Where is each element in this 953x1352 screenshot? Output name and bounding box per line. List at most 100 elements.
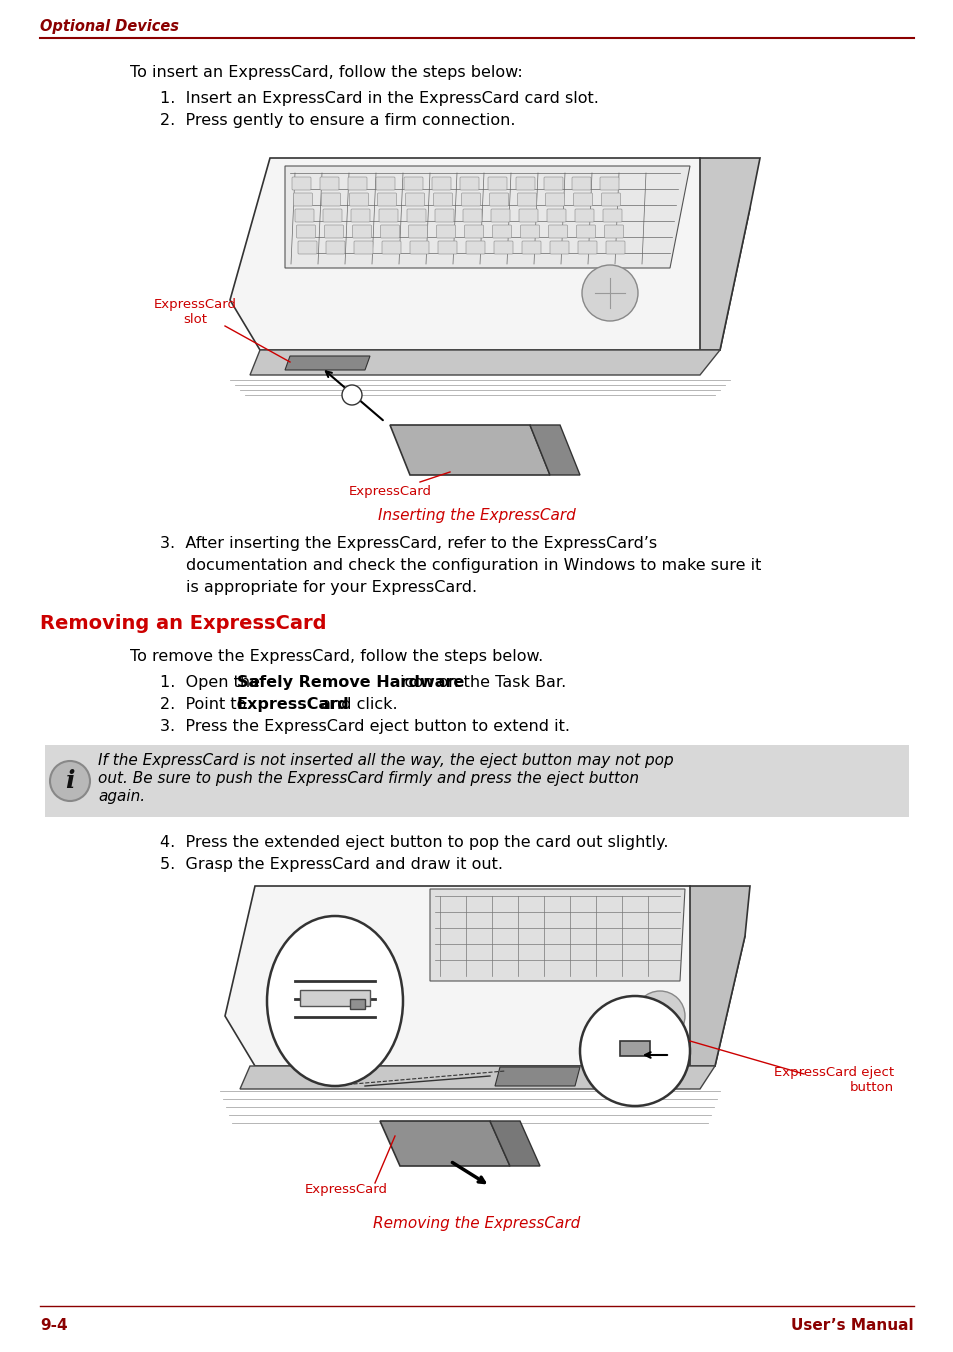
Text: ExpressCard
slot: ExpressCard slot	[153, 297, 236, 326]
Text: ExpressCard: ExpressCard	[236, 698, 349, 713]
FancyBboxPatch shape	[492, 224, 511, 238]
FancyBboxPatch shape	[545, 193, 564, 206]
Text: User’s Manual: User’s Manual	[791, 1317, 913, 1333]
Text: If the ExpressCard is not inserted all the way, the eject button may not pop: If the ExpressCard is not inserted all t…	[98, 753, 673, 768]
Text: and click.: and click.	[315, 698, 397, 713]
FancyBboxPatch shape	[294, 193, 313, 206]
FancyBboxPatch shape	[488, 177, 506, 191]
Text: 2.  Press gently to ensure a firm connection.: 2. Press gently to ensure a firm connect…	[160, 114, 515, 128]
Polygon shape	[230, 158, 749, 350]
FancyBboxPatch shape	[324, 224, 343, 238]
FancyBboxPatch shape	[432, 177, 451, 191]
FancyBboxPatch shape	[576, 224, 595, 238]
FancyBboxPatch shape	[461, 193, 480, 206]
FancyBboxPatch shape	[543, 177, 562, 191]
Text: ExpressCard: ExpressCard	[348, 485, 431, 498]
FancyBboxPatch shape	[464, 224, 483, 238]
FancyBboxPatch shape	[352, 224, 371, 238]
FancyBboxPatch shape	[297, 241, 316, 254]
FancyBboxPatch shape	[599, 177, 618, 191]
FancyBboxPatch shape	[436, 224, 455, 238]
FancyBboxPatch shape	[380, 224, 399, 238]
FancyBboxPatch shape	[494, 241, 513, 254]
FancyBboxPatch shape	[348, 177, 367, 191]
Ellipse shape	[267, 917, 402, 1086]
FancyBboxPatch shape	[350, 999, 365, 1009]
FancyBboxPatch shape	[299, 990, 370, 1006]
Text: 2.  Point to: 2. Point to	[160, 698, 252, 713]
FancyBboxPatch shape	[296, 224, 315, 238]
FancyBboxPatch shape	[462, 210, 481, 222]
FancyBboxPatch shape	[465, 241, 484, 254]
FancyBboxPatch shape	[292, 177, 311, 191]
FancyBboxPatch shape	[407, 210, 426, 222]
Polygon shape	[495, 1067, 579, 1086]
FancyBboxPatch shape	[546, 210, 565, 222]
FancyBboxPatch shape	[354, 241, 373, 254]
Text: 1.  Insert an ExpressCard in the ExpressCard card slot.: 1. Insert an ExpressCard in the ExpressC…	[160, 91, 598, 105]
Polygon shape	[250, 350, 720, 375]
FancyBboxPatch shape	[294, 210, 314, 222]
FancyBboxPatch shape	[321, 193, 340, 206]
FancyBboxPatch shape	[405, 193, 424, 206]
Text: Inserting the ExpressCard: Inserting the ExpressCard	[377, 508, 576, 523]
Polygon shape	[285, 356, 370, 370]
Polygon shape	[390, 425, 550, 475]
FancyBboxPatch shape	[520, 224, 539, 238]
Text: 9-4: 9-4	[40, 1317, 68, 1333]
Text: To remove the ExpressCard, follow the steps below.: To remove the ExpressCard, follow the st…	[130, 649, 542, 664]
Polygon shape	[689, 886, 749, 1065]
FancyBboxPatch shape	[326, 241, 345, 254]
FancyBboxPatch shape	[573, 193, 592, 206]
FancyBboxPatch shape	[517, 193, 536, 206]
Text: ExpressCard: ExpressCard	[305, 1183, 388, 1197]
FancyBboxPatch shape	[459, 177, 478, 191]
FancyBboxPatch shape	[381, 241, 400, 254]
Polygon shape	[700, 158, 760, 350]
FancyBboxPatch shape	[435, 210, 454, 222]
FancyBboxPatch shape	[602, 210, 621, 222]
Text: 3.  Press the ExpressCard eject button to extend it.: 3. Press the ExpressCard eject button to…	[160, 719, 569, 734]
Polygon shape	[490, 1121, 539, 1165]
Circle shape	[581, 265, 638, 320]
FancyBboxPatch shape	[378, 210, 397, 222]
FancyBboxPatch shape	[601, 193, 619, 206]
FancyBboxPatch shape	[45, 745, 908, 817]
Text: i: i	[65, 769, 74, 794]
FancyBboxPatch shape	[521, 241, 540, 254]
Text: is appropriate for your ExpressCard.: is appropriate for your ExpressCard.	[186, 580, 476, 595]
FancyBboxPatch shape	[319, 177, 338, 191]
FancyBboxPatch shape	[377, 193, 396, 206]
Polygon shape	[379, 1121, 510, 1165]
FancyBboxPatch shape	[619, 1041, 649, 1056]
Text: Optional Devices: Optional Devices	[40, 19, 179, 34]
FancyBboxPatch shape	[410, 241, 429, 254]
FancyBboxPatch shape	[375, 177, 395, 191]
FancyBboxPatch shape	[578, 241, 597, 254]
Text: 3.  After inserting the ExpressCard, refer to the ExpressCard’s: 3. After inserting the ExpressCard, refe…	[160, 535, 657, 552]
Text: ExpressCard eject
button: ExpressCard eject button	[773, 1065, 893, 1094]
Circle shape	[635, 991, 684, 1041]
Polygon shape	[285, 166, 689, 268]
FancyBboxPatch shape	[604, 224, 623, 238]
Text: Removing the ExpressCard: Removing the ExpressCard	[373, 1215, 580, 1232]
FancyBboxPatch shape	[349, 193, 368, 206]
Polygon shape	[430, 890, 684, 982]
FancyBboxPatch shape	[351, 210, 370, 222]
Polygon shape	[530, 425, 579, 475]
FancyBboxPatch shape	[323, 210, 341, 222]
FancyBboxPatch shape	[403, 177, 422, 191]
FancyBboxPatch shape	[437, 241, 456, 254]
FancyBboxPatch shape	[548, 224, 567, 238]
FancyBboxPatch shape	[575, 210, 594, 222]
FancyBboxPatch shape	[518, 210, 537, 222]
Polygon shape	[240, 1065, 714, 1088]
FancyBboxPatch shape	[491, 210, 510, 222]
Text: documentation and check the configuration in Windows to make sure it: documentation and check the configuratio…	[186, 558, 760, 573]
Text: To insert an ExpressCard, follow the steps below:: To insert an ExpressCard, follow the ste…	[130, 65, 522, 80]
Text: out. Be sure to push the ExpressCard firmly and press the eject button: out. Be sure to push the ExpressCard fir…	[98, 771, 639, 786]
Circle shape	[50, 761, 90, 800]
Text: 5.  Grasp the ExpressCard and draw it out.: 5. Grasp the ExpressCard and draw it out…	[160, 857, 502, 872]
Text: Removing an ExpressCard: Removing an ExpressCard	[40, 614, 326, 633]
Polygon shape	[225, 886, 744, 1065]
